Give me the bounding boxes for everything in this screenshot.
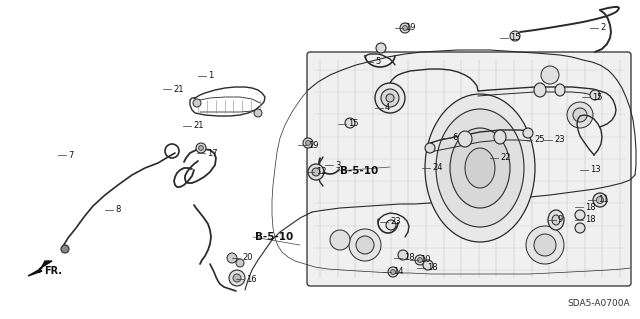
Text: SDA5-A0700A: SDA5-A0700A: [568, 299, 630, 308]
Text: 17: 17: [207, 149, 218, 158]
Circle shape: [388, 267, 398, 277]
Text: B-5-10: B-5-10: [255, 232, 293, 242]
Text: 25: 25: [534, 136, 545, 145]
Text: 19: 19: [405, 24, 415, 33]
Circle shape: [510, 31, 520, 41]
Text: 5: 5: [375, 57, 380, 66]
Text: 23: 23: [554, 136, 564, 145]
Circle shape: [403, 26, 408, 31]
Ellipse shape: [349, 229, 381, 261]
Ellipse shape: [573, 108, 587, 122]
Circle shape: [312, 168, 320, 176]
Circle shape: [303, 138, 313, 148]
Text: 18: 18: [404, 254, 415, 263]
Circle shape: [425, 143, 435, 153]
Circle shape: [198, 145, 204, 151]
Text: B-5-10: B-5-10: [340, 166, 378, 176]
Text: 15: 15: [510, 33, 520, 42]
Text: 15: 15: [348, 120, 358, 129]
Ellipse shape: [526, 226, 564, 264]
Text: 8: 8: [115, 205, 120, 214]
Circle shape: [390, 270, 396, 275]
Ellipse shape: [494, 130, 506, 144]
Text: 14: 14: [393, 268, 403, 277]
Text: 2: 2: [600, 24, 605, 33]
Text: 18: 18: [427, 263, 438, 272]
Circle shape: [423, 260, 433, 270]
Circle shape: [193, 99, 201, 107]
Text: 12: 12: [316, 167, 326, 176]
Circle shape: [575, 210, 585, 220]
Ellipse shape: [548, 210, 564, 230]
Circle shape: [61, 245, 69, 253]
Ellipse shape: [381, 89, 399, 107]
Circle shape: [590, 90, 600, 100]
Circle shape: [400, 23, 410, 33]
Ellipse shape: [534, 83, 546, 97]
Circle shape: [415, 255, 425, 265]
Circle shape: [376, 43, 386, 53]
Circle shape: [345, 118, 355, 128]
Text: 1: 1: [208, 71, 213, 80]
Text: 23: 23: [390, 218, 401, 226]
Text: 15: 15: [592, 93, 602, 101]
Text: 3: 3: [335, 160, 340, 169]
Circle shape: [417, 257, 422, 263]
Text: 10: 10: [420, 256, 431, 264]
Circle shape: [254, 109, 262, 117]
Text: 16: 16: [246, 275, 257, 284]
Ellipse shape: [450, 128, 510, 208]
FancyBboxPatch shape: [307, 52, 631, 286]
Circle shape: [305, 140, 310, 145]
Ellipse shape: [534, 234, 556, 256]
Ellipse shape: [552, 215, 560, 225]
Circle shape: [236, 259, 244, 267]
Text: 21: 21: [193, 122, 204, 130]
Text: 22: 22: [500, 153, 511, 162]
Text: 19: 19: [308, 140, 319, 150]
Text: 9: 9: [558, 216, 563, 225]
Text: 4: 4: [385, 103, 390, 113]
Circle shape: [233, 274, 241, 282]
Ellipse shape: [386, 94, 394, 102]
Text: 6: 6: [452, 133, 458, 143]
Text: 18: 18: [585, 203, 596, 211]
Text: 7: 7: [68, 151, 74, 160]
Ellipse shape: [458, 131, 472, 147]
Circle shape: [386, 220, 396, 230]
Ellipse shape: [330, 230, 350, 250]
Circle shape: [593, 193, 607, 207]
Circle shape: [229, 270, 245, 286]
Text: 18: 18: [585, 216, 596, 225]
Ellipse shape: [567, 102, 593, 128]
Circle shape: [227, 253, 237, 263]
Text: 24: 24: [432, 164, 442, 173]
Ellipse shape: [555, 84, 565, 96]
Ellipse shape: [425, 94, 535, 242]
Circle shape: [596, 197, 604, 204]
Text: 11: 11: [598, 196, 609, 204]
Text: 20: 20: [242, 254, 253, 263]
Ellipse shape: [356, 236, 374, 254]
Circle shape: [308, 164, 324, 180]
Ellipse shape: [436, 109, 524, 227]
Ellipse shape: [375, 83, 405, 113]
Text: FR.: FR.: [44, 266, 62, 276]
Circle shape: [196, 143, 206, 153]
Circle shape: [398, 250, 408, 260]
Circle shape: [523, 128, 533, 138]
Text: 13: 13: [590, 166, 600, 174]
Text: 21: 21: [173, 85, 184, 93]
Ellipse shape: [465, 148, 495, 188]
Polygon shape: [28, 261, 52, 276]
Ellipse shape: [541, 66, 559, 84]
Circle shape: [575, 223, 585, 233]
